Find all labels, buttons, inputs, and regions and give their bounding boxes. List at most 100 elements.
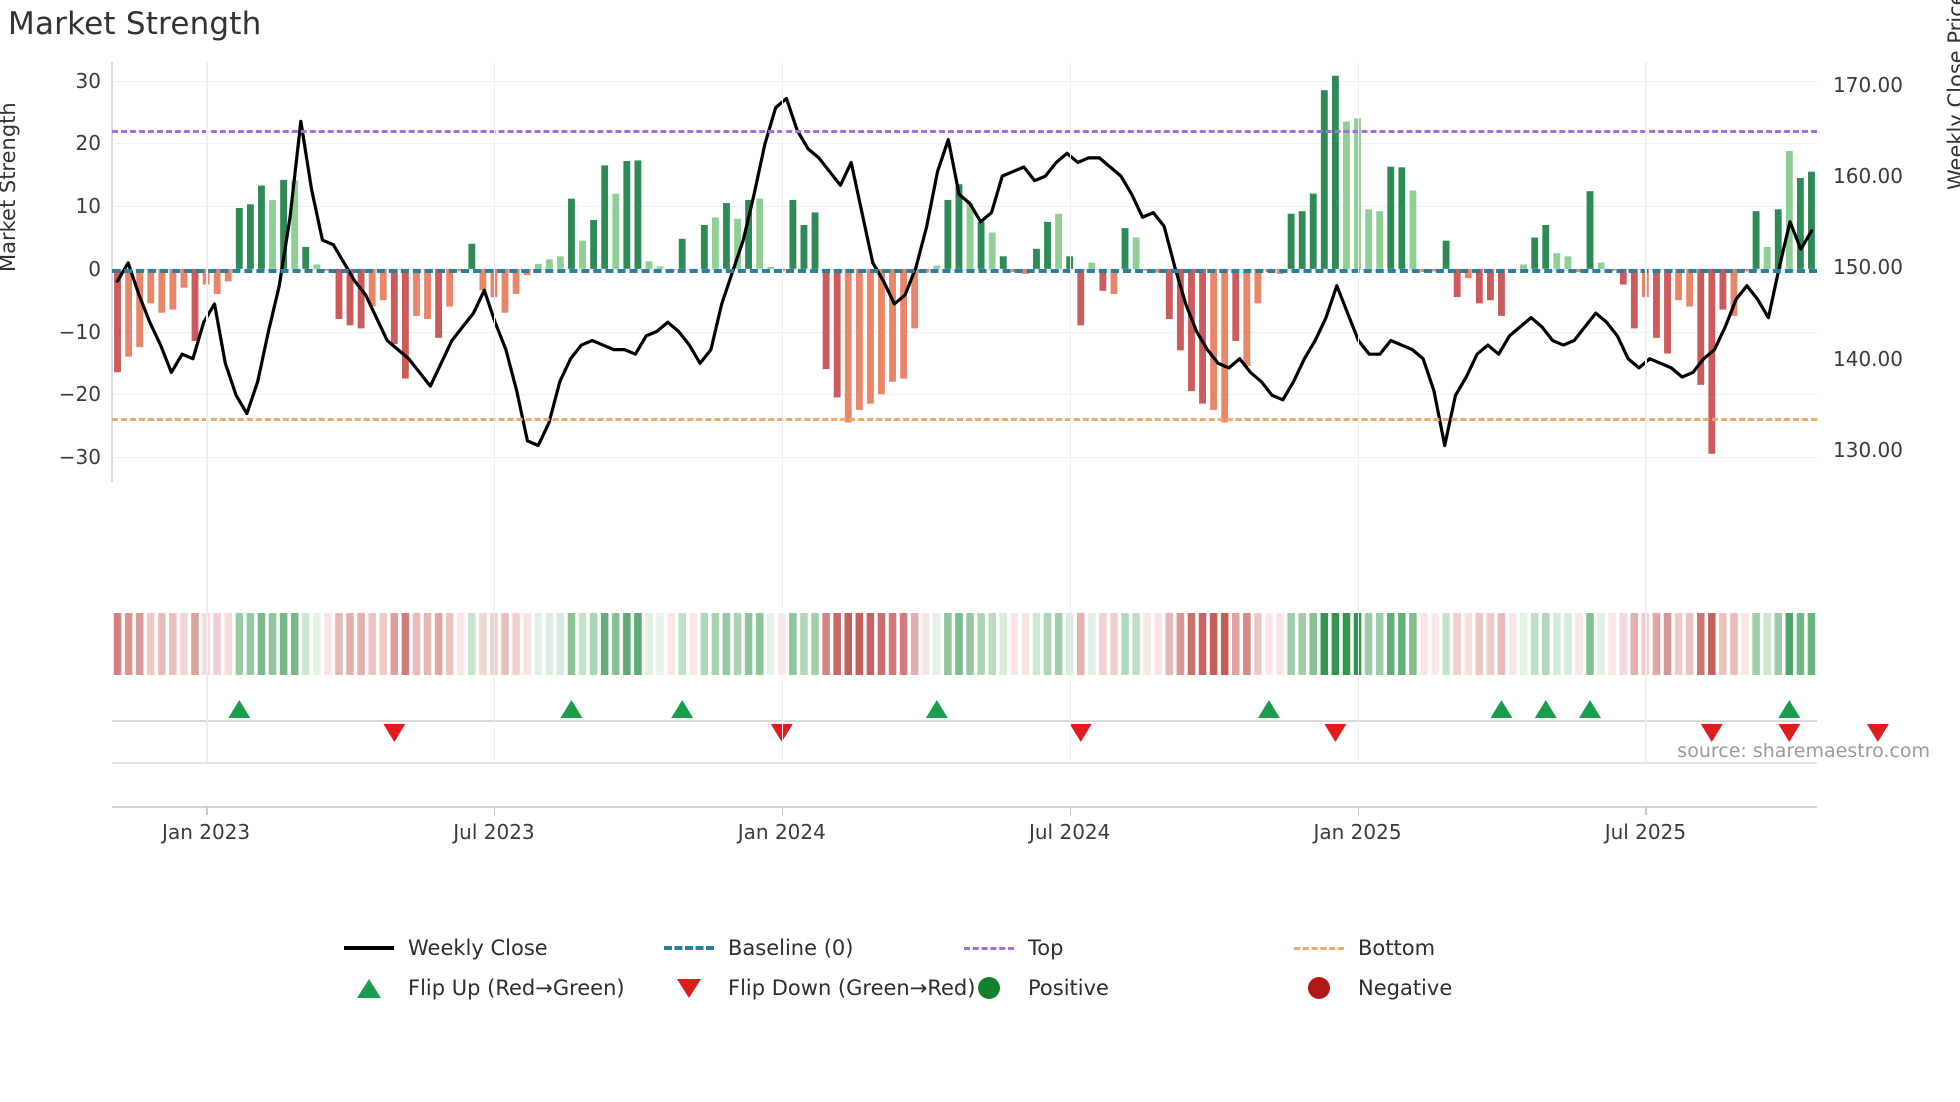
heat-cell — [1497, 613, 1506, 675]
heat-cell — [158, 613, 166, 675]
strength-bar — [346, 268, 354, 326]
heat-cell — [578, 613, 587, 675]
heat-cell — [1608, 613, 1616, 675]
heat-cell — [1154, 613, 1163, 675]
strength-bar — [379, 268, 387, 301]
heat-cell — [755, 613, 764, 675]
heat-cell — [1796, 613, 1805, 675]
flip-down-marker — [1324, 724, 1347, 742]
strength-bar — [191, 268, 199, 341]
legend-item-weekly-close[interactable]: Weekly Close — [330, 928, 650, 968]
x-tick-label: Jan 2023 — [162, 820, 251, 844]
y-tick-label: −30 — [58, 444, 101, 469]
legend-row-1: Weekly Close Baseline (0) Top Bottom — [330, 928, 1630, 968]
strength-bar — [623, 161, 631, 269]
heat-cell — [346, 613, 354, 675]
strength-bar — [1088, 262, 1096, 269]
x-tick-label: Jul 2024 — [1028, 820, 1111, 844]
strength-bar — [1165, 268, 1173, 320]
heat-cell — [1807, 613, 1816, 675]
heat-cell — [246, 613, 255, 675]
heat-cell — [822, 613, 830, 675]
heat-cell — [113, 613, 122, 675]
heat-cell — [1320, 613, 1329, 675]
line-icon — [330, 946, 408, 950]
strength-bar — [711, 217, 719, 269]
strength-bar — [734, 218, 741, 269]
strength-bar — [1641, 268, 1649, 298]
x-tick-label: Jul 2025 — [1604, 820, 1687, 844]
strength-bar — [1708, 268, 1716, 454]
strength-bar — [955, 184, 963, 269]
flip-down-marker — [1866, 724, 1889, 742]
x-tick-mark — [1357, 806, 1360, 815]
x-tick-mark — [206, 806, 208, 815]
heat-cell — [1165, 613, 1174, 675]
heat-cell — [888, 613, 897, 675]
y-axis-right-label: Weekly Close Price — [1944, 0, 1960, 190]
heat-cell — [1088, 613, 1096, 675]
legend-item-baseline[interactable]: Baseline (0) — [650, 928, 950, 968]
heat-cell — [135, 613, 144, 675]
heat-cell — [1375, 613, 1384, 675]
heat-cell — [1110, 613, 1118, 675]
strength-bar — [1486, 268, 1494, 301]
heat-cell — [766, 613, 775, 675]
legend-item-flip-down[interactable]: Flip Down (Green→Red) — [650, 968, 975, 1008]
strength-bar — [1044, 221, 1051, 269]
strength-bar — [468, 243, 476, 269]
heat-cell — [789, 613, 797, 675]
y2-tick-label: 130.00 — [1833, 438, 1903, 463]
heat-cell — [456, 613, 465, 675]
chart-legend: Weekly Close Baseline (0) Top Bottom Fli… — [330, 928, 1630, 1008]
strength-bar — [1232, 268, 1240, 341]
strength-bar — [1210, 268, 1218, 410]
heat-cell — [1386, 613, 1395, 675]
flip-down-marker — [383, 724, 406, 742]
heat-cell — [368, 613, 376, 675]
strength-bar — [1132, 237, 1140, 269]
strength-bar — [1199, 268, 1206, 404]
heat-cell — [933, 613, 941, 675]
heat-cell — [1309, 613, 1318, 675]
strength-bar — [1785, 151, 1793, 269]
page-title: Market Strength — [8, 6, 262, 42]
strength-bar — [1531, 237, 1539, 269]
legend-item-positive[interactable]: Positive — [950, 968, 1280, 1008]
x-axis-line — [112, 806, 1817, 808]
strength-bar — [114, 268, 121, 373]
strength-bar — [313, 264, 321, 269]
strength-bar — [1110, 268, 1118, 294]
strength-bar — [645, 261, 653, 269]
flip-up-marker — [1257, 700, 1280, 718]
legend-item-bottom[interactable]: Bottom — [1280, 928, 1435, 968]
heat-cell — [556, 613, 565, 675]
legend-item-negative[interactable]: Negative — [1280, 968, 1452, 1008]
y2-tick-label: 150.00 — [1833, 255, 1903, 280]
heat-cell — [700, 613, 709, 675]
heat-cell — [1021, 613, 1030, 675]
dotted-line-icon — [950, 946, 1028, 950]
legend-item-top[interactable]: Top — [950, 928, 1280, 968]
strength-bar — [368, 268, 376, 307]
heat-cell — [1043, 613, 1052, 675]
heat-cell — [1287, 613, 1295, 675]
strength-bar — [169, 268, 177, 310]
heat-cell — [301, 613, 310, 675]
strength-bar — [224, 268, 232, 282]
strength-bar — [1464, 268, 1472, 279]
strength-bar — [556, 256, 564, 269]
heat-cell — [567, 613, 576, 675]
strength-bar — [933, 265, 941, 269]
heat-cell — [523, 613, 531, 675]
legend-item-flip-up[interactable]: Flip Up (Red→Green) — [330, 968, 650, 1008]
gridline — [112, 80, 1817, 82]
heat-cell — [313, 613, 321, 675]
strength-bar — [988, 232, 996, 269]
heat-cell — [379, 613, 388, 675]
gridline — [112, 331, 1817, 333]
heat-cell — [1586, 613, 1594, 675]
strength-bar — [291, 180, 299, 269]
y-axis-left-label: Market Strength — [0, 102, 20, 272]
